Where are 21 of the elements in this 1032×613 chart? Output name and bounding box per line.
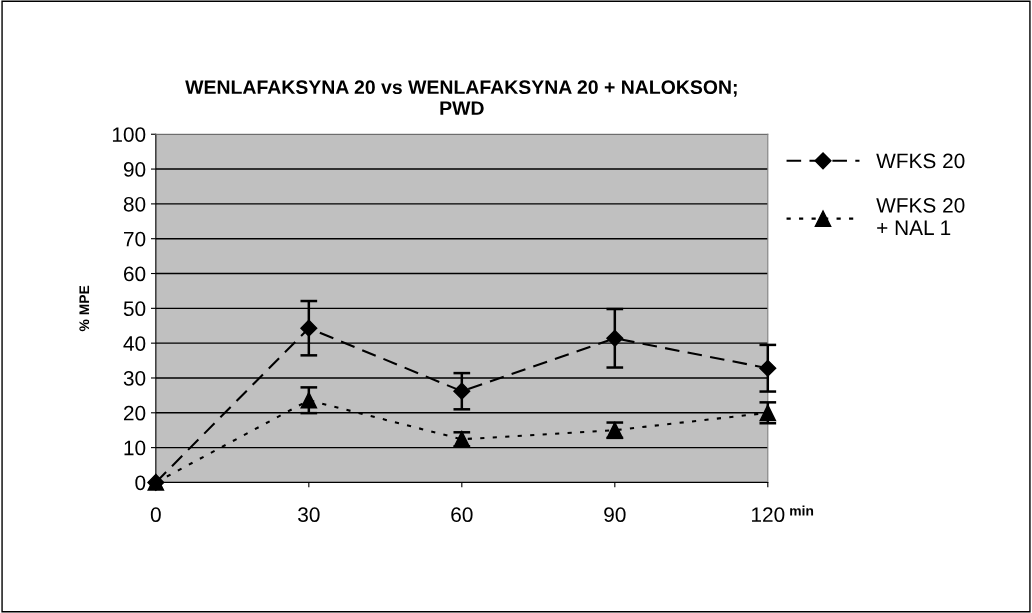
y-tick-label: 40 [123,336,146,351]
x-tick-label: 120 [752,507,785,523]
legend-label: WFKS 20 [876,153,965,169]
x-tick-label: 60 [451,507,473,523]
x-tick-label: 0 [150,507,161,523]
y-tick-label: 60 [124,266,146,282]
x-tick-label: 30 [298,507,320,523]
y-tick-label: 50 [123,301,146,317]
x-axis-title: min [790,505,814,516]
y-tick-label: 0 [135,475,146,491]
chart-title: WENLAFAKSYNA 20 vs WENLAFAKSYNA 20 + NALOKSON; PWD [185,80,737,115]
y-tick-label: 100 [112,127,146,142]
y-axis-title: % MPE [79,285,90,332]
y-tick-label: 90 [123,162,146,177]
x-tick-label: 90 [604,507,626,523]
y-tick-label: 30 [123,370,146,386]
y-tick-label: 20 [123,405,146,421]
legend-label: WFKS 20 + NAL 1 [876,197,965,235]
y-tick-label: 80 [123,196,146,212]
y-tick-label: 70 [124,231,146,247]
y-tick-label: 10 [124,440,146,456]
